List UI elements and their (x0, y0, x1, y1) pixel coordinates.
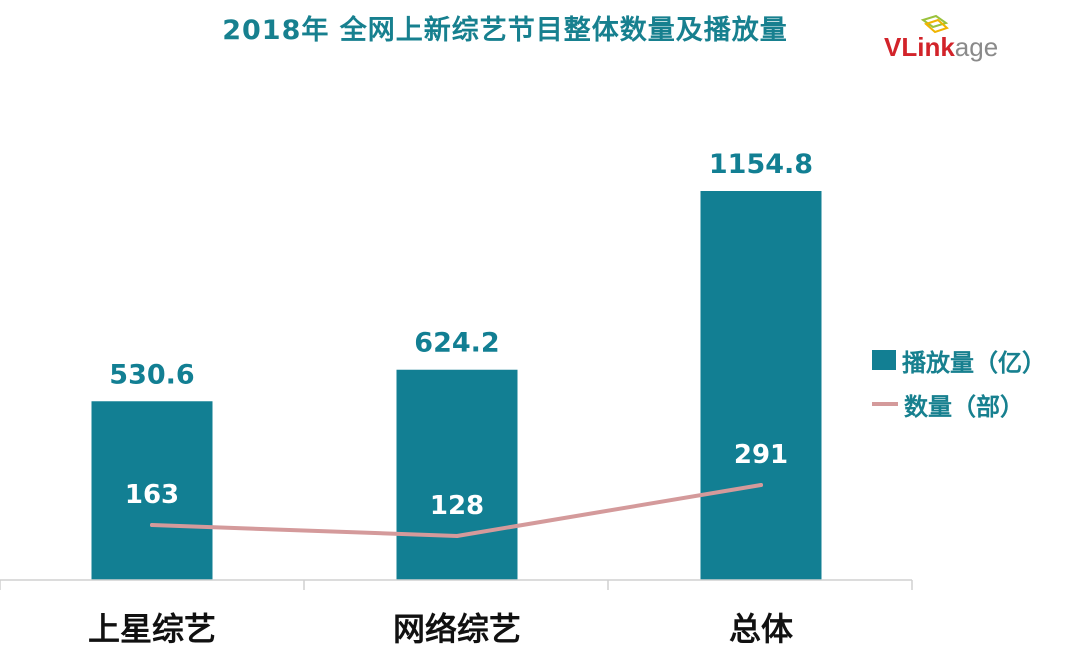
legend-item-line: 数量（部） (872, 382, 1046, 426)
logo-text: VLinkage (884, 32, 998, 63)
count-point-1 (455, 534, 459, 538)
logo-text-main: VLink (884, 32, 955, 62)
bar-2 (700, 191, 822, 580)
bar-0 (91, 401, 213, 580)
count-value-label-2: 291 (734, 440, 788, 470)
count-value-label-0: 163 (125, 480, 179, 510)
category-label-0: 上星综艺 (88, 610, 216, 647)
legend: 播放量（亿） 数量（部） (872, 338, 1046, 426)
category-label-1: 网络综艺 (393, 610, 521, 647)
logo-text-tail: age (954, 32, 999, 62)
count-value-label-1: 128 (430, 491, 484, 521)
bar-value-label-0: 530.6 (109, 359, 194, 390)
count-point-0 (150, 523, 154, 528)
vlinkage-logo: VLinkage (884, 14, 1024, 64)
logo-mark-icon (920, 14, 949, 34)
legend-bar-label: 播放量（亿） (902, 348, 1046, 377)
legend-bar-swatch (872, 350, 896, 370)
legend-item-bar: 播放量（亿） (872, 338, 1046, 382)
bar-1 (396, 369, 518, 580)
legend-line-label: 数量（部） (904, 392, 1024, 421)
bar-value-label-1: 624.2 (414, 328, 499, 359)
bar-value-label-2: 1154.8 (709, 149, 813, 180)
legend-line-swatch (872, 402, 898, 406)
category-label-2: 总体 (729, 610, 793, 647)
count-point-2 (759, 483, 763, 487)
chart-title: 2018年 全网上新综艺节目整体数量及播放量 (222, 15, 788, 46)
